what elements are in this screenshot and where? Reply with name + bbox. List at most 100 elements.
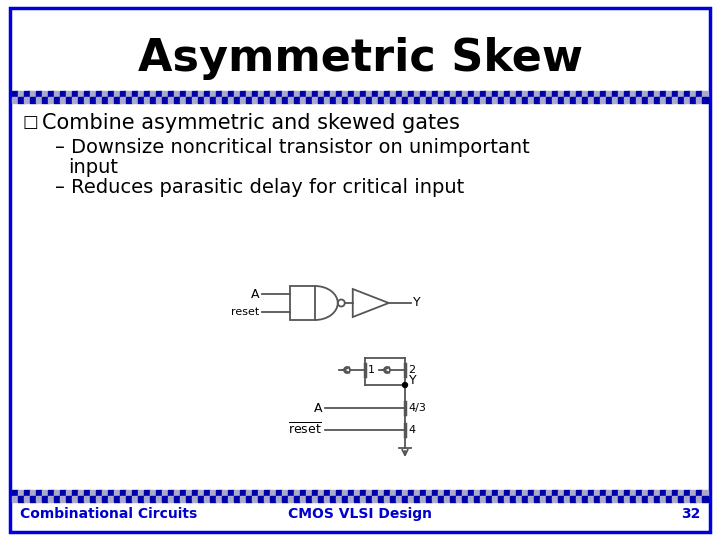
- Bar: [666, 490, 672, 496]
- Bar: [96, 496, 102, 502]
- Bar: [258, 97, 264, 103]
- Bar: [426, 496, 432, 502]
- Text: □: □: [22, 113, 37, 131]
- Bar: [144, 97, 150, 103]
- Bar: [576, 490, 582, 496]
- Bar: [696, 496, 702, 502]
- Bar: [372, 97, 378, 103]
- Bar: [444, 496, 450, 502]
- Bar: [468, 91, 474, 97]
- Bar: [264, 490, 270, 496]
- Bar: [666, 91, 672, 97]
- Text: reset: reset: [230, 307, 259, 317]
- Bar: [288, 91, 294, 97]
- Bar: [204, 490, 210, 496]
- Bar: [390, 91, 396, 97]
- Bar: [162, 97, 168, 103]
- Bar: [36, 496, 42, 502]
- Bar: [504, 97, 510, 103]
- Bar: [306, 496, 312, 502]
- Bar: [210, 97, 216, 103]
- Bar: [438, 490, 444, 496]
- Bar: [672, 496, 678, 502]
- Bar: [546, 97, 552, 103]
- Bar: [354, 91, 360, 97]
- Bar: [318, 490, 324, 496]
- Bar: [498, 496, 504, 502]
- Bar: [660, 490, 666, 496]
- Bar: [96, 490, 102, 496]
- Bar: [690, 496, 696, 502]
- Bar: [120, 490, 126, 496]
- Text: A: A: [313, 402, 322, 415]
- Bar: [468, 496, 474, 502]
- Bar: [522, 91, 528, 97]
- Bar: [54, 490, 60, 496]
- Bar: [324, 490, 330, 496]
- Bar: [624, 91, 630, 97]
- Text: A: A: [251, 287, 259, 300]
- Bar: [306, 91, 312, 97]
- Bar: [618, 97, 624, 103]
- Bar: [240, 97, 246, 103]
- Bar: [588, 97, 594, 103]
- Bar: [486, 97, 492, 103]
- Bar: [426, 490, 432, 496]
- Bar: [336, 490, 342, 496]
- Bar: [264, 91, 270, 97]
- Bar: [126, 496, 132, 502]
- Bar: [216, 91, 222, 97]
- Bar: [582, 496, 588, 502]
- Bar: [180, 490, 186, 496]
- Bar: [684, 97, 690, 103]
- Bar: [486, 91, 492, 97]
- Bar: [702, 97, 708, 103]
- Bar: [588, 490, 594, 496]
- Bar: [630, 97, 636, 103]
- Bar: [288, 490, 294, 496]
- Bar: [516, 496, 522, 502]
- Bar: [108, 490, 114, 496]
- Bar: [150, 91, 156, 97]
- Bar: [66, 91, 72, 97]
- Bar: [174, 97, 180, 103]
- Bar: [594, 490, 600, 496]
- Bar: [30, 496, 36, 502]
- Bar: [216, 490, 222, 496]
- Bar: [306, 490, 312, 496]
- Bar: [690, 97, 696, 103]
- Bar: [360, 91, 366, 97]
- Bar: [378, 490, 384, 496]
- Bar: [312, 91, 318, 97]
- Bar: [522, 496, 528, 502]
- Bar: [252, 490, 258, 496]
- Bar: [24, 496, 30, 502]
- Bar: [96, 97, 102, 103]
- Bar: [324, 97, 330, 103]
- Bar: [60, 496, 66, 502]
- Bar: [546, 496, 552, 502]
- Bar: [534, 490, 540, 496]
- Bar: [366, 490, 372, 496]
- Bar: [540, 490, 546, 496]
- Bar: [462, 496, 468, 502]
- Bar: [516, 91, 522, 97]
- Bar: [474, 490, 480, 496]
- Bar: [492, 490, 498, 496]
- Bar: [192, 490, 198, 496]
- Bar: [186, 490, 192, 496]
- Bar: [12, 490, 18, 496]
- Bar: [186, 97, 192, 103]
- Bar: [198, 496, 204, 502]
- Bar: [12, 91, 18, 97]
- Bar: [216, 496, 222, 502]
- Bar: [636, 91, 642, 97]
- Bar: [498, 97, 504, 103]
- Bar: [72, 496, 78, 502]
- Text: 32: 32: [680, 507, 700, 521]
- Bar: [24, 490, 30, 496]
- Bar: [636, 97, 642, 103]
- Bar: [36, 91, 42, 97]
- Bar: [522, 490, 528, 496]
- Bar: [648, 490, 654, 496]
